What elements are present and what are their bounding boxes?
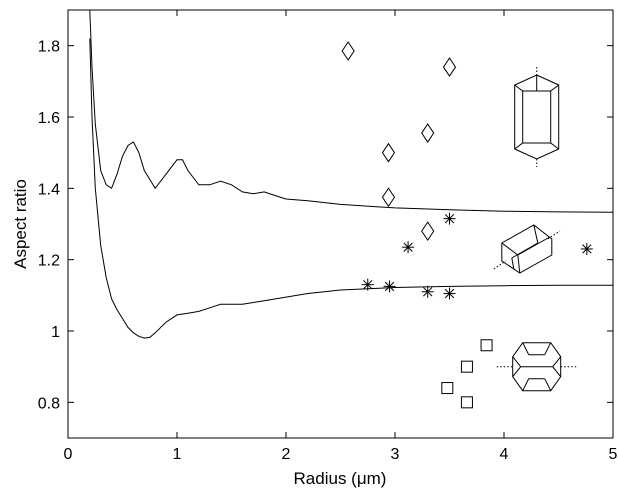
hexagonal-prism-tall-icon (514, 67, 560, 167)
line-series-group (89, 9, 614, 339)
diamond-point (341, 41, 355, 61)
hexagonal-prism-flat-icon (496, 342, 577, 392)
asterisk-point (361, 278, 374, 291)
y-tick-label: 1.4 (38, 181, 60, 198)
x-tick-label: 1 (173, 446, 182, 463)
inset-group (493, 67, 577, 392)
line-series-1 (89, 38, 613, 339)
plot-area (67, 9, 614, 439)
asterisk-point (443, 287, 456, 300)
asterisk-point (421, 285, 434, 298)
line-series-0 (89, 9, 614, 213)
x-tick-label: 5 (609, 446, 618, 463)
square-point (480, 339, 493, 352)
hexagonal-prism-tilted-icon (493, 224, 561, 274)
y-tick-label: 1.2 (38, 253, 60, 270)
asterisk-point (443, 212, 456, 225)
diamond-point (421, 123, 435, 143)
square-point (460, 396, 473, 409)
x-axis: 0 1 2 3 4 5 (64, 10, 618, 463)
y-tick-label: 0.8 (38, 395, 60, 412)
x-tick-label: 4 (500, 446, 509, 463)
diamond-point (442, 57, 457, 77)
y-axis: 0.8 1 1.2 1.4 1.6 1.8 (38, 39, 613, 412)
diamond-point (381, 187, 396, 208)
diamond-point (421, 221, 435, 242)
y-tick-label: 1.6 (38, 110, 60, 127)
asterisk-point (402, 241, 415, 254)
x-axis-label: Radius (μm) (294, 469, 387, 488)
marker-group (341, 41, 593, 409)
square-point (441, 382, 454, 395)
asterisk-point (383, 280, 396, 293)
y-tick-label: 1 (51, 324, 60, 341)
x-tick-label: 2 (282, 446, 291, 463)
square-point (460, 360, 473, 373)
y-axis-label: Aspect ratio (11, 179, 30, 269)
y-tick-label: 1.8 (38, 39, 60, 56)
asterisk-point (580, 242, 593, 255)
x-tick-label: 0 (64, 446, 73, 463)
diamond-point (381, 142, 396, 163)
x-tick-label: 3 (391, 446, 400, 463)
